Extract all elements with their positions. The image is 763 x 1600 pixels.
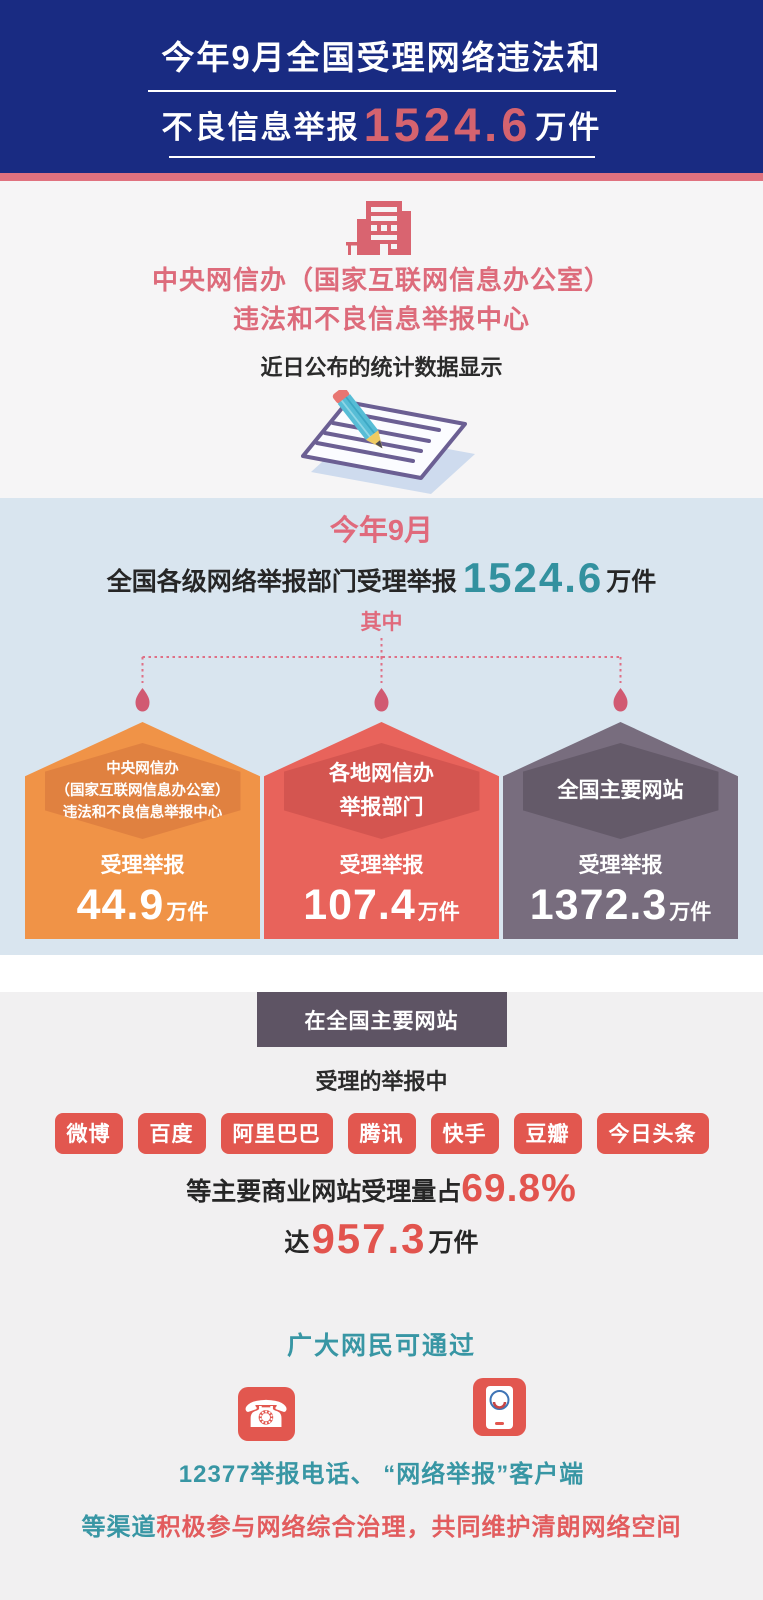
major-websites-box: 在全国主要网站 [256, 992, 507, 1047]
card-local-offices-title: 各地网信办 举报部门 [283, 743, 480, 839]
data-release-note: 近日公布的统计数据显示 [260, 355, 503, 380]
card-label: 受理举报 [578, 854, 663, 877]
amount-unit: 万件 [428, 1229, 479, 1257]
card-major-websites: 全国主要网站 受理举报 1372.3 万件 [503, 722, 738, 939]
channels-line2: 等渠道积极参与网络综合治理，共同维护清朗网络空间 [0, 1507, 763, 1542]
card-value-unit: 万件 [417, 901, 460, 924]
tag-weibo: 微博 [54, 1113, 123, 1154]
channels-line1: 12377举报电话、 “网络举报”客户端 [178, 1461, 585, 1488]
tag-alibaba: 阿里巴巴 [220, 1113, 333, 1154]
amount-line: 达 957.3 万件 [0, 1215, 763, 1263]
report-app-icon [472, 1378, 526, 1441]
card-value: 44.9 万件 [77, 884, 209, 927]
tag-tencent: 腾讯 [347, 1113, 416, 1154]
org-name-line2: 违法和不良信息举报中心 [232, 304, 530, 334]
header-title-line1: 今年9月全国受理网络违法和 [161, 39, 602, 76]
channels-line2-lead: 等渠道 [81, 1514, 157, 1541]
card-title-line: 中央网信办 [106, 761, 179, 777]
breakdown-cards: 中央网信办 （国家互联网信息办公室） 违法和不良信息举报中心 受理举报 44.9… [25, 722, 738, 939]
card-value: 1372.3 万件 [530, 884, 712, 927]
period-title: 今年9月 [329, 515, 434, 547]
share-percentage: 69.8% [461, 1166, 577, 1210]
telephone-glyph: ☎ [242, 1393, 290, 1435]
summary-total-number: 1524.6 [462, 554, 604, 601]
card-central-cac: 中央网信办 （国家互联网信息办公室） 违法和不良信息举报中心 受理举报 44.9… [25, 722, 260, 939]
card-title-line: 举报部门 [339, 796, 424, 819]
website-tags: 微博 百度 阿里巴巴 腾讯 快手 豆瓣 今日头条 [0, 1113, 763, 1154]
monthly-stats-section: 今年9月 全国各级网络举报部门受理举报 1524.6 万件 其中 [0, 498, 763, 955]
card-value-number: 107.4 [303, 881, 416, 929]
card-label: 受理举报 [339, 854, 424, 877]
drop-marker-icon [135, 688, 628, 712]
amount-number: 957.3 [311, 1215, 427, 1262]
amount-prefix: 达 [284, 1229, 310, 1257]
share-prefix: 等主要商业网站受理量占 [186, 1178, 462, 1206]
org-name-line1: 中央网信办（国家互联网信息办公室） [151, 265, 611, 295]
summary-lead: 全国各级网络举报部门受理举报 [106, 568, 457, 596]
tag-kuaishou: 快手 [430, 1113, 499, 1154]
card-value-unit: 万件 [166, 901, 209, 924]
summary-unit: 万件 [606, 568, 657, 596]
summary-line: 全国各级网络举报部门受理举报 1524.6 万件 [0, 557, 763, 603]
pencil-writing-paper-icon [0, 387, 763, 503]
header-title-line2-suffix: 万件 [535, 110, 602, 145]
card-local-offices: 各地网信办 举报部门 受理举报 107.4 万件 [264, 722, 499, 939]
tag-baidu: 百度 [137, 1113, 206, 1154]
card-major-websites-title: 全国主要网站 [522, 743, 719, 839]
building-icon [0, 181, 763, 261]
card-value-number: 1372.3 [529, 881, 668, 929]
card-label: 受理举报 [100, 854, 185, 877]
breakdown-connector-lines [135, 638, 628, 712]
card-title-line: 各地网信办 [329, 762, 434, 785]
websites-lead: 受理的举报中 [315, 1069, 448, 1094]
tag-toutiao: 今日头条 [596, 1113, 709, 1154]
card-value-number: 44.9 [76, 881, 165, 929]
card-value: 107.4 万件 [303, 884, 460, 927]
share-line: 等主要商业网站受理量占 69.8% [0, 1169, 763, 1211]
header-banner: 今年9月全国受理网络违法和 不良信息举报 1524.6 万件 [0, 0, 763, 173]
pink-accent-stripe [0, 173, 763, 181]
card-title-line: 全国主要网站 [557, 779, 684, 802]
websites-section: 在全国主要网站 受理的举报中 微博 百度 阿里巴巴 腾讯 快手 豆瓣 今日头条 … [0, 992, 763, 1600]
header-title-line2-prefix: 不良信息举报 [161, 110, 360, 145]
channel-icons-row: ☎ [0, 1378, 763, 1441]
tag-douban: 豆瓣 [513, 1113, 582, 1154]
header-divider-1 [147, 90, 616, 92]
among-label: 其中 [360, 611, 403, 634]
card-title-line: 违法和不良信息举报中心 [62, 805, 223, 821]
channels-line2-rest: 积极参与网络综合治理，共同维护清朗网络空间 [156, 1514, 682, 1541]
header-title-line2: 不良信息举报 1524.6 万件 [0, 101, 763, 148]
card-title-line: （国家互联网信息办公室） [55, 783, 230, 799]
header-total-number: 1524.6 [363, 98, 532, 151]
telephone-icon: ☎ [237, 1387, 295, 1441]
header-divider-2 [168, 156, 595, 158]
channels-heading: 广大网民可通过 [286, 1332, 476, 1360]
card-value-unit: 万件 [669, 901, 712, 924]
intro-section: 中央网信办（国家互联网信息办公室） 违法和不良信息举报中心 近日公布的统计数据显… [0, 181, 763, 498]
card-central-cac-title: 中央网信办 （国家互联网信息办公室） 违法和不良信息举报中心 [44, 743, 241, 839]
